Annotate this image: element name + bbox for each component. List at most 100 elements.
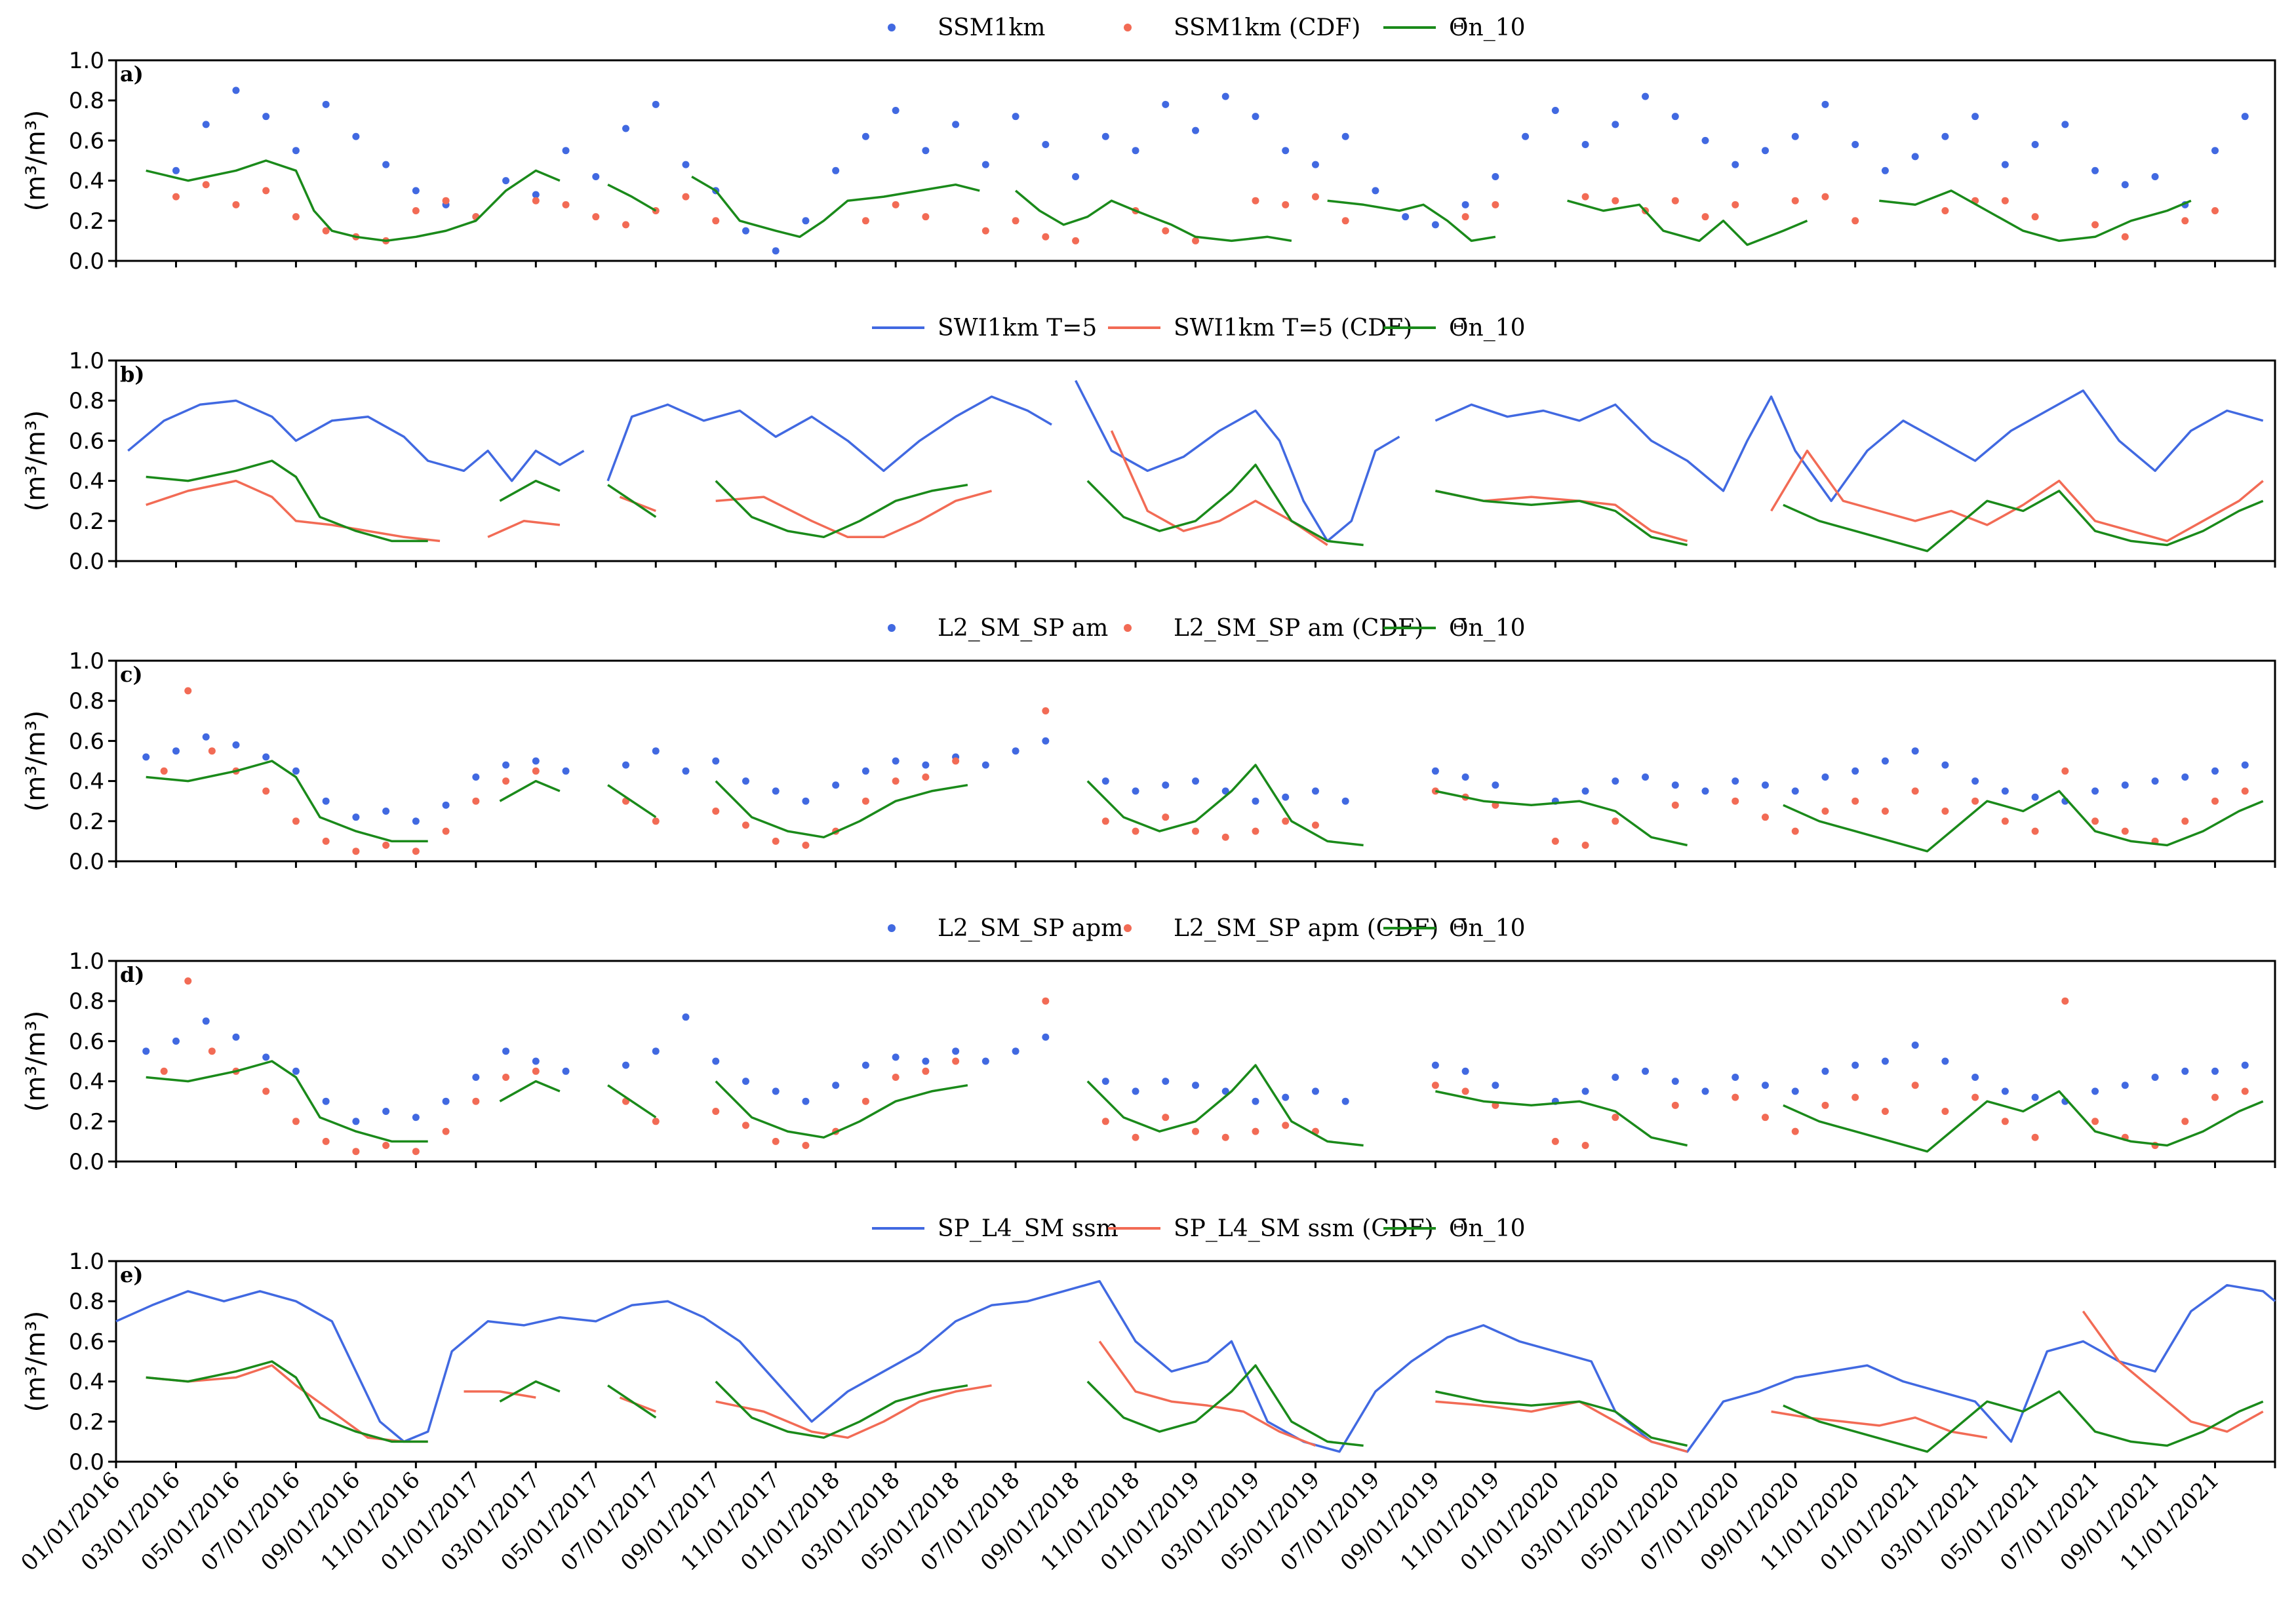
series-line (2082, 1310, 2264, 1433)
y-axis-label: (m³/m³) (21, 1311, 51, 1413)
data-point (1492, 201, 1499, 208)
data-point (1492, 781, 1499, 789)
data-point (160, 1067, 168, 1075)
data-point (1162, 813, 1170, 821)
data-point (861, 132, 869, 140)
data-point (1732, 201, 1739, 208)
data-point (412, 1114, 420, 1122)
data-point (1941, 207, 1949, 214)
series-line (146, 1364, 428, 1443)
legend-label: SWI1km T=5 (CDF) (1174, 315, 1412, 341)
series-line (1435, 490, 1688, 547)
data-point (142, 753, 150, 761)
data-point (1821, 808, 1829, 815)
data-point (2181, 1118, 2189, 1125)
y-tick-label: 0.0 (69, 1449, 104, 1475)
series-l2-sm-sp-apm-cdf- (160, 977, 2249, 1156)
data-point (922, 147, 930, 155)
data-point (262, 753, 270, 761)
series-line (1435, 389, 2264, 502)
data-point (652, 1047, 660, 1055)
data-point (892, 1053, 900, 1061)
data-point (802, 797, 810, 805)
data-point (802, 1097, 810, 1105)
data-point (1221, 1087, 1229, 1095)
data-point (1911, 787, 1919, 795)
data-point (1701, 213, 1709, 221)
data-point (1012, 217, 1019, 225)
data-point (1372, 187, 1379, 195)
data-point (502, 761, 510, 769)
series-line (499, 779, 561, 802)
series-line (146, 159, 561, 243)
data-point (442, 801, 450, 809)
data-point (1042, 707, 1050, 714)
data-point (742, 821, 749, 829)
y-tick-label: 0.8 (69, 1289, 104, 1315)
data-point (1252, 1127, 1259, 1135)
data-point (1042, 141, 1050, 149)
data-point (1851, 141, 1859, 149)
data-point (1431, 221, 1439, 229)
data-point (682, 1013, 690, 1021)
data-point (2211, 147, 2219, 155)
series-l2-sm-sp-am (142, 733, 2249, 825)
data-point (1851, 767, 1859, 775)
data-point (1581, 1087, 1589, 1095)
legend-marker (888, 924, 896, 932)
data-point (922, 213, 930, 221)
series-sp-l4-sm-ssm (115, 1279, 2276, 1453)
series-line (1086, 1064, 1364, 1147)
data-point (1492, 172, 1499, 180)
data-point (1072, 172, 1080, 180)
data-point (1192, 127, 1199, 134)
data-point (981, 1057, 989, 1065)
data-point (1941, 132, 1949, 140)
legend-marker (888, 24, 896, 31)
series-line (146, 479, 441, 543)
data-point (2151, 777, 2159, 785)
data-point (1461, 201, 1469, 208)
data-point (2211, 1093, 2219, 1101)
data-point (292, 147, 300, 155)
series--n-10 (146, 459, 2264, 553)
data-point (292, 213, 300, 221)
data-point (2241, 761, 2249, 769)
data-point (1221, 1133, 1229, 1141)
data-point (1341, 797, 1349, 805)
y-tick-label: 0.2 (69, 208, 104, 235)
legend-label: Θ̄n_10 (1449, 14, 1526, 41)
data-point (1192, 827, 1199, 835)
data-point (682, 767, 690, 775)
data-point (1851, 217, 1859, 225)
data-point (742, 1078, 749, 1085)
series-l2-sm-sp-am-cdf- (160, 687, 2249, 855)
data-point (1522, 132, 1530, 140)
series--n-10 (146, 760, 2264, 853)
series-line (1110, 430, 1328, 546)
data-point (892, 107, 900, 114)
data-point (232, 1033, 240, 1041)
data-point (1461, 1087, 1469, 1095)
data-point (2031, 827, 2039, 835)
data-point (1221, 787, 1229, 795)
data-point (2091, 166, 2099, 174)
data-point (1732, 797, 1739, 805)
data-point (1941, 1057, 1949, 1065)
series-line (499, 1380, 561, 1403)
data-point (412, 1148, 420, 1156)
series-l2-sm-sp-apm (142, 1013, 2249, 1125)
data-point (1791, 787, 1799, 795)
y-tick-label: 0.8 (69, 688, 104, 714)
data-point (2001, 787, 2009, 795)
data-point (1581, 141, 1589, 149)
y-tick-label: 0.4 (69, 1069, 104, 1095)
data-point (1671, 1078, 1679, 1085)
data-point (172, 1037, 180, 1045)
data-point (712, 808, 720, 815)
data-point (1971, 113, 1979, 121)
series-line (607, 184, 657, 212)
series-swi1km-t-5 (127, 380, 2264, 543)
data-point (1971, 1073, 1979, 1081)
data-point (2001, 161, 2009, 168)
